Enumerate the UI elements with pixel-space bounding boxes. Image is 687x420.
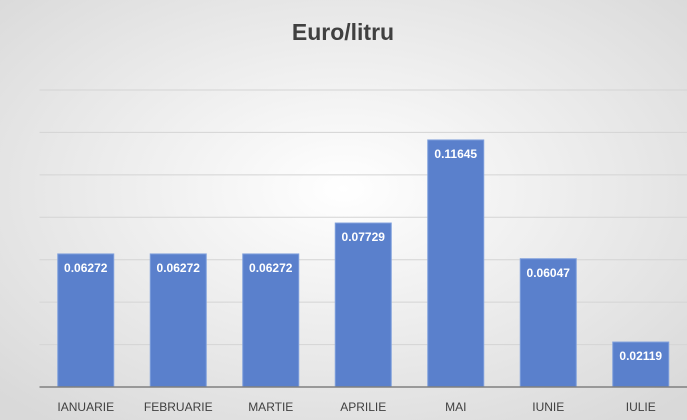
bar	[612, 341, 670, 388]
bar	[149, 253, 207, 388]
data-label: 0.06272	[64, 261, 108, 275]
data-label: 0.07729	[342, 230, 386, 244]
data-label: 0.11645	[434, 147, 477, 161]
chart-title: Euro/litru	[292, 19, 394, 45]
data-label: 0.02119	[619, 349, 662, 363]
x-tick-label: IUNIE	[532, 400, 564, 414]
bar	[427, 139, 485, 388]
x-tick-label: APRILIE	[340, 400, 386, 414]
x-tick-label: MARTIE	[248, 400, 293, 414]
data-label: 0.06272	[249, 261, 293, 275]
x-tick-label: FEBRUARIE	[144, 400, 213, 414]
bar	[334, 222, 392, 388]
x-tick-label: IANUARIE	[57, 400, 114, 414]
bar	[242, 253, 300, 388]
x-tick-label: MAI	[445, 400, 466, 414]
data-label: 0.06047	[527, 266, 571, 280]
x-tick-label: IULIE	[626, 400, 656, 414]
bar	[57, 253, 115, 388]
bar	[519, 258, 577, 388]
data-label: 0.06272	[157, 261, 201, 275]
